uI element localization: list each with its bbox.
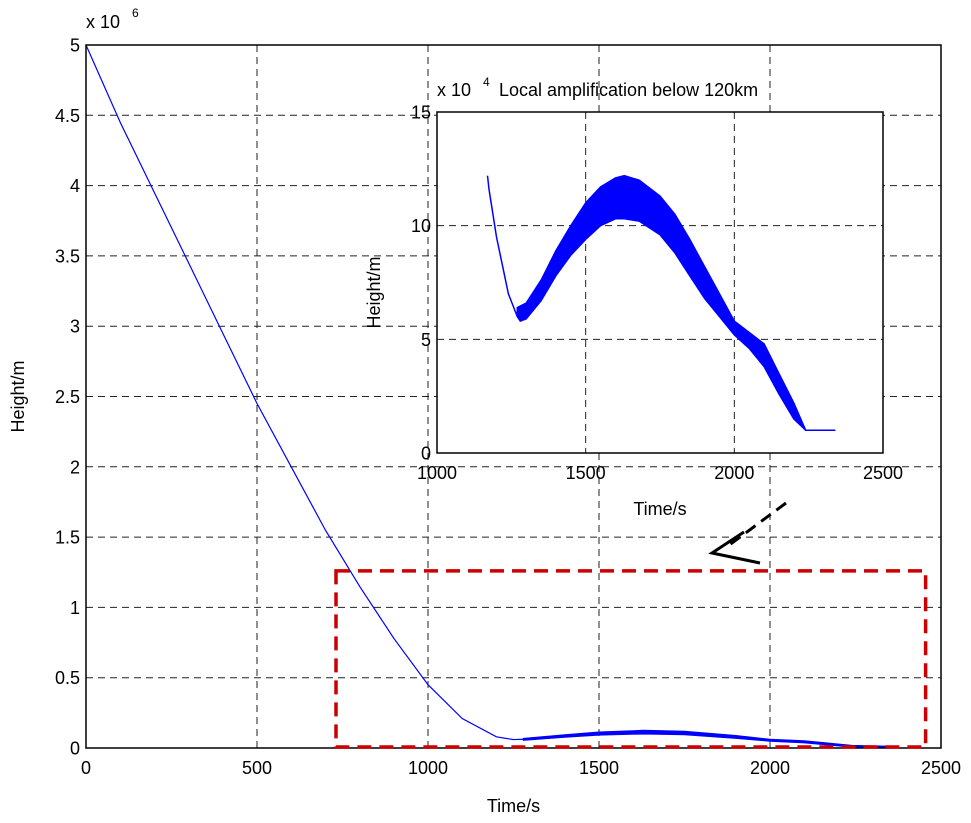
- highlight-box: [334, 569, 928, 749]
- inset-x-tick-label: 2000: [714, 463, 754, 483]
- inset-series-band: [516, 174, 836, 432]
- inset-x-axis-label: Time/s: [633, 499, 686, 519]
- main-x-tick-label: 2500: [921, 758, 961, 778]
- inset-series-descent: [486, 175, 518, 317]
- main-x-tick-label: 0: [81, 758, 91, 778]
- main-y-exponent-label: x 10: [86, 12, 120, 32]
- main-x-tick-label: 1000: [408, 758, 448, 778]
- main-x-axis-label: Time/s: [487, 796, 540, 816]
- main-y-tick-label: 2.5: [55, 387, 80, 407]
- inset-y-tick-label: 5: [421, 330, 431, 350]
- inset-y-exponent: 4: [483, 75, 490, 89]
- arrow-shaft: [727, 501, 787, 548]
- arrow-head: [708, 530, 761, 565]
- inset-y-tick-label: 15: [411, 102, 431, 122]
- inset-y-tick-label: 10: [411, 216, 431, 236]
- main-y-tick-label: 4: [70, 176, 80, 196]
- inset-title: Local amplification below 120km: [499, 80, 758, 100]
- main-y-tick-label: 1.5: [55, 528, 80, 548]
- inset-plot-area: [437, 112, 883, 453]
- main-y-tick-label: 5: [70, 35, 80, 55]
- inset-axes-frame: [436, 111, 884, 454]
- inset-x-tick-label: 1500: [566, 463, 606, 483]
- inset-y-axis-label: Height/m: [364, 256, 384, 328]
- main-y-tick-label: 4.5: [55, 106, 80, 126]
- inset-x-tick-label: 2500: [863, 463, 903, 483]
- main-x-tick-label: 500: [242, 758, 272, 778]
- main-y-axis-label: Height/m: [8, 360, 28, 432]
- main-y-tick-label: 3: [70, 317, 80, 337]
- main-x-tick-label: 1500: [579, 758, 619, 778]
- main-y-exponent: 6: [132, 6, 139, 20]
- inset-y-exponent-label: x 10: [437, 80, 471, 100]
- main-y-tick-label: 1: [70, 598, 80, 618]
- main-series-trajectory: [85, 44, 514, 741]
- main-x-tick-label: 2000: [750, 758, 790, 778]
- main-y-tick-label: 3.5: [55, 246, 80, 266]
- main-y-tick-label: 0: [70, 738, 80, 758]
- main-y-tick-label: 0.5: [55, 668, 80, 688]
- main-y-tick-label: 2: [70, 457, 80, 477]
- inset-y-tick-label: 0: [421, 443, 431, 463]
- inset-x-tick-label: 1000: [417, 463, 457, 483]
